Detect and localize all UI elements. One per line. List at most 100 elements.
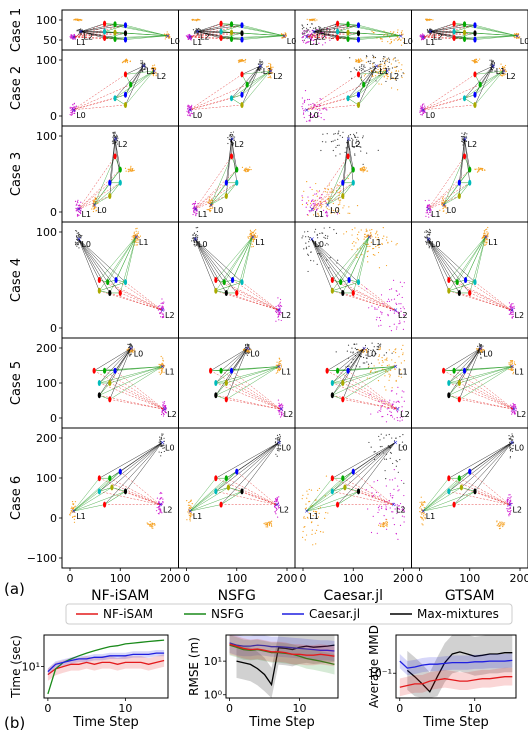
particle (401, 285, 403, 288)
particle (369, 67, 371, 69)
particle (389, 288, 391, 291)
pose-marker (229, 367, 234, 374)
pose-marker (356, 488, 361, 495)
pose-marker (108, 396, 112, 403)
factor-edge (194, 156, 232, 210)
particle (141, 60, 144, 62)
factor-edge (241, 282, 279, 311)
particle (318, 26, 320, 28)
particle (161, 433, 163, 435)
particle (249, 168, 251, 171)
particle (231, 138, 233, 140)
particle (511, 317, 513, 319)
particle (355, 349, 358, 351)
particle (361, 254, 363, 256)
particle (152, 67, 154, 70)
particle (364, 66, 366, 68)
pose-marker (452, 28, 456, 35)
particle (345, 147, 347, 149)
particle (429, 211, 431, 213)
particle (275, 509, 277, 512)
pose-marker (457, 193, 461, 199)
particle (305, 27, 308, 29)
landmark-marker: × (193, 206, 198, 213)
particle (499, 527, 501, 529)
particle (267, 76, 269, 79)
factor-edge (358, 70, 387, 106)
odometry-edge (104, 24, 126, 32)
particle (373, 56, 375, 58)
particle (329, 256, 331, 259)
particle (378, 509, 380, 511)
particle (309, 206, 311, 208)
particle (303, 110, 305, 112)
factor-edge (342, 348, 364, 400)
odometry-edge (348, 23, 359, 26)
particle (388, 69, 390, 72)
particle (515, 36, 518, 38)
particle (312, 194, 314, 196)
particle (425, 212, 427, 214)
particle (356, 343, 358, 345)
pose-marker (447, 475, 451, 482)
particle (511, 433, 513, 435)
factor-edge (197, 31, 243, 40)
particle (301, 237, 303, 239)
particle (381, 523, 383, 525)
odometry-edge (464, 94, 476, 99)
landmark-label: L1 (426, 512, 436, 521)
particle (196, 212, 198, 214)
pose-marker (102, 28, 107, 35)
landmark-label: L1 (193, 38, 203, 47)
particle (399, 281, 402, 283)
landmark-marker: × (304, 107, 309, 114)
particle (317, 213, 319, 215)
odometry-edge (464, 23, 475, 26)
particle (502, 72, 504, 74)
particle (390, 390, 392, 392)
particle (462, 140, 464, 143)
particle (363, 64, 365, 66)
particle (142, 61, 144, 64)
pose-marker (462, 21, 467, 28)
particle (187, 110, 190, 112)
landmark-marker: × (282, 33, 287, 40)
particle (368, 365, 370, 367)
pose-marker (347, 277, 351, 283)
factor-edge (73, 84, 131, 110)
factor-edge (93, 156, 116, 205)
pose-marker (240, 30, 244, 37)
particle (363, 167, 366, 169)
particle (509, 450, 512, 452)
particle (510, 304, 512, 307)
factor-edge (109, 399, 165, 410)
factor-edge (194, 182, 237, 210)
particle (390, 87, 393, 89)
particle (237, 60, 240, 62)
particle (155, 75, 157, 77)
particle (159, 312, 161, 314)
particle (162, 415, 165, 417)
particle (466, 133, 468, 135)
pose-marker (235, 166, 239, 173)
factor-edge (73, 104, 126, 110)
particle (161, 316, 163, 319)
particle (160, 511, 162, 513)
pose-marker (224, 193, 228, 199)
particle (391, 359, 393, 361)
particle (377, 234, 379, 236)
particle (318, 190, 321, 192)
particle (277, 297, 279, 299)
y-tick-label: 50 (43, 34, 57, 47)
particle (301, 97, 303, 99)
pose-marker (330, 488, 334, 495)
particle (372, 63, 374, 65)
particle (346, 142, 348, 144)
particle (390, 411, 392, 413)
particle (401, 390, 403, 392)
particle (358, 231, 360, 233)
pose-marker (97, 287, 101, 294)
factor-edge (427, 182, 470, 210)
particle (385, 504, 387, 506)
particle (390, 288, 393, 290)
